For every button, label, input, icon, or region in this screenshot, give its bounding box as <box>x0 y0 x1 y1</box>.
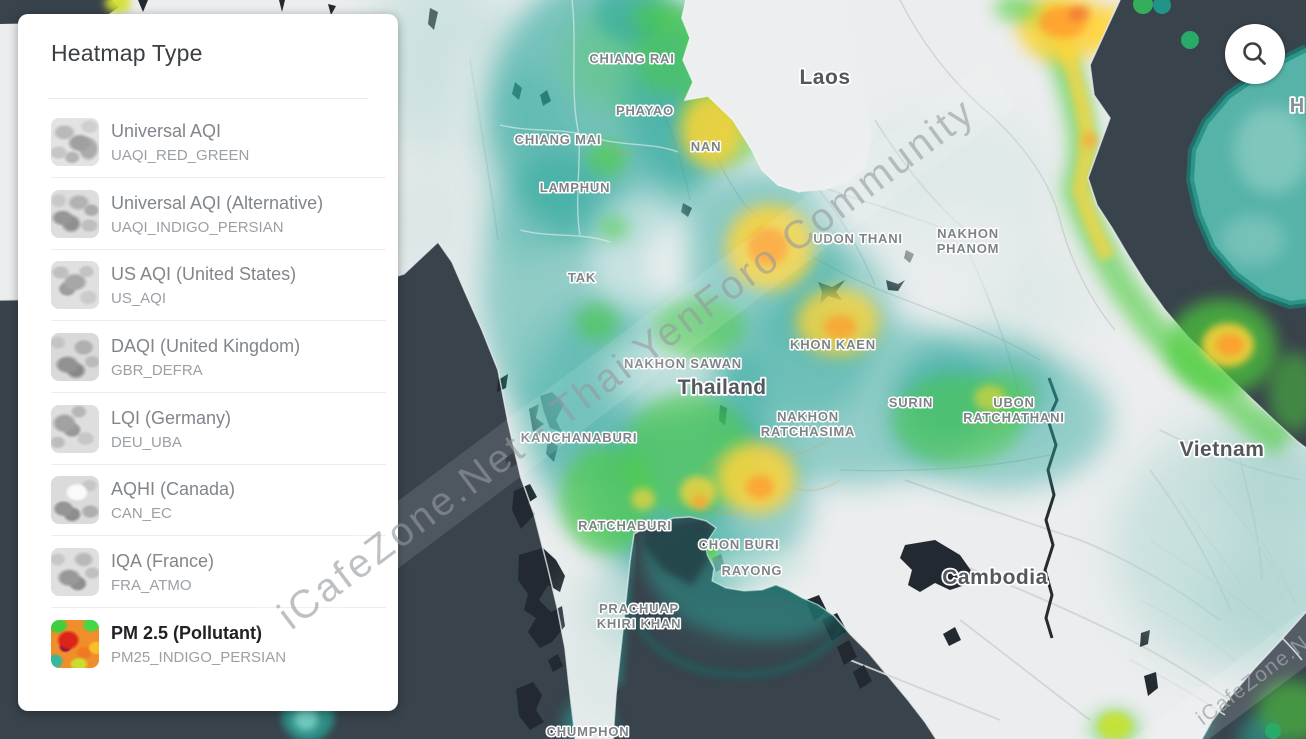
svg-text:RATCHASIMA: RATCHASIMA <box>761 424 855 439</box>
svg-text:KHIRI KHAN: KHIRI KHAN <box>597 616 682 631</box>
svg-text:SURIN: SURIN <box>889 395 933 410</box>
svg-text:CHIANG RAI: CHIANG RAI <box>589 51 674 66</box>
svg-text:LAMPHUN: LAMPHUN <box>540 180 611 195</box>
svg-text:PRACHUAP: PRACHUAP <box>599 601 679 616</box>
svg-text:Laos: Laos <box>799 66 850 89</box>
svg-text:CHON BURI: CHON BURI <box>699 537 780 552</box>
svg-text:RATCHATHANI: RATCHATHANI <box>963 410 1064 425</box>
svg-text:KHON KAEN: KHON KAEN <box>790 337 876 352</box>
svg-text:CHIANG MAI: CHIANG MAI <box>515 132 602 147</box>
svg-text:TAK: TAK <box>568 270 596 285</box>
svg-text:UDON THANI: UDON THANI <box>813 231 903 246</box>
svg-text:CHUMPHON: CHUMPHON <box>547 724 630 739</box>
svg-text:PHAYAO: PHAYAO <box>616 103 674 118</box>
svg-text:Vietnam: Vietnam <box>1180 438 1265 461</box>
svg-text:RATCHABURI: RATCHABURI <box>578 518 672 533</box>
svg-text:RAYONG: RAYONG <box>722 563 783 578</box>
svg-text:NAKHON SAWAN: NAKHON SAWAN <box>624 356 742 371</box>
svg-text:Cambodia: Cambodia <box>942 566 1048 589</box>
svg-text:H: H <box>1290 95 1304 117</box>
svg-text:KANCHANABURI: KANCHANABURI <box>521 430 637 445</box>
svg-text:NAKHON: NAKHON <box>937 226 999 241</box>
svg-text:Thailand: Thailand <box>678 376 767 399</box>
svg-text:NAKHON: NAKHON <box>777 409 839 424</box>
svg-text:NAN: NAN <box>691 139 722 154</box>
svg-text:UBON: UBON <box>993 395 1034 410</box>
svg-text:PHANOM: PHANOM <box>937 241 1000 256</box>
